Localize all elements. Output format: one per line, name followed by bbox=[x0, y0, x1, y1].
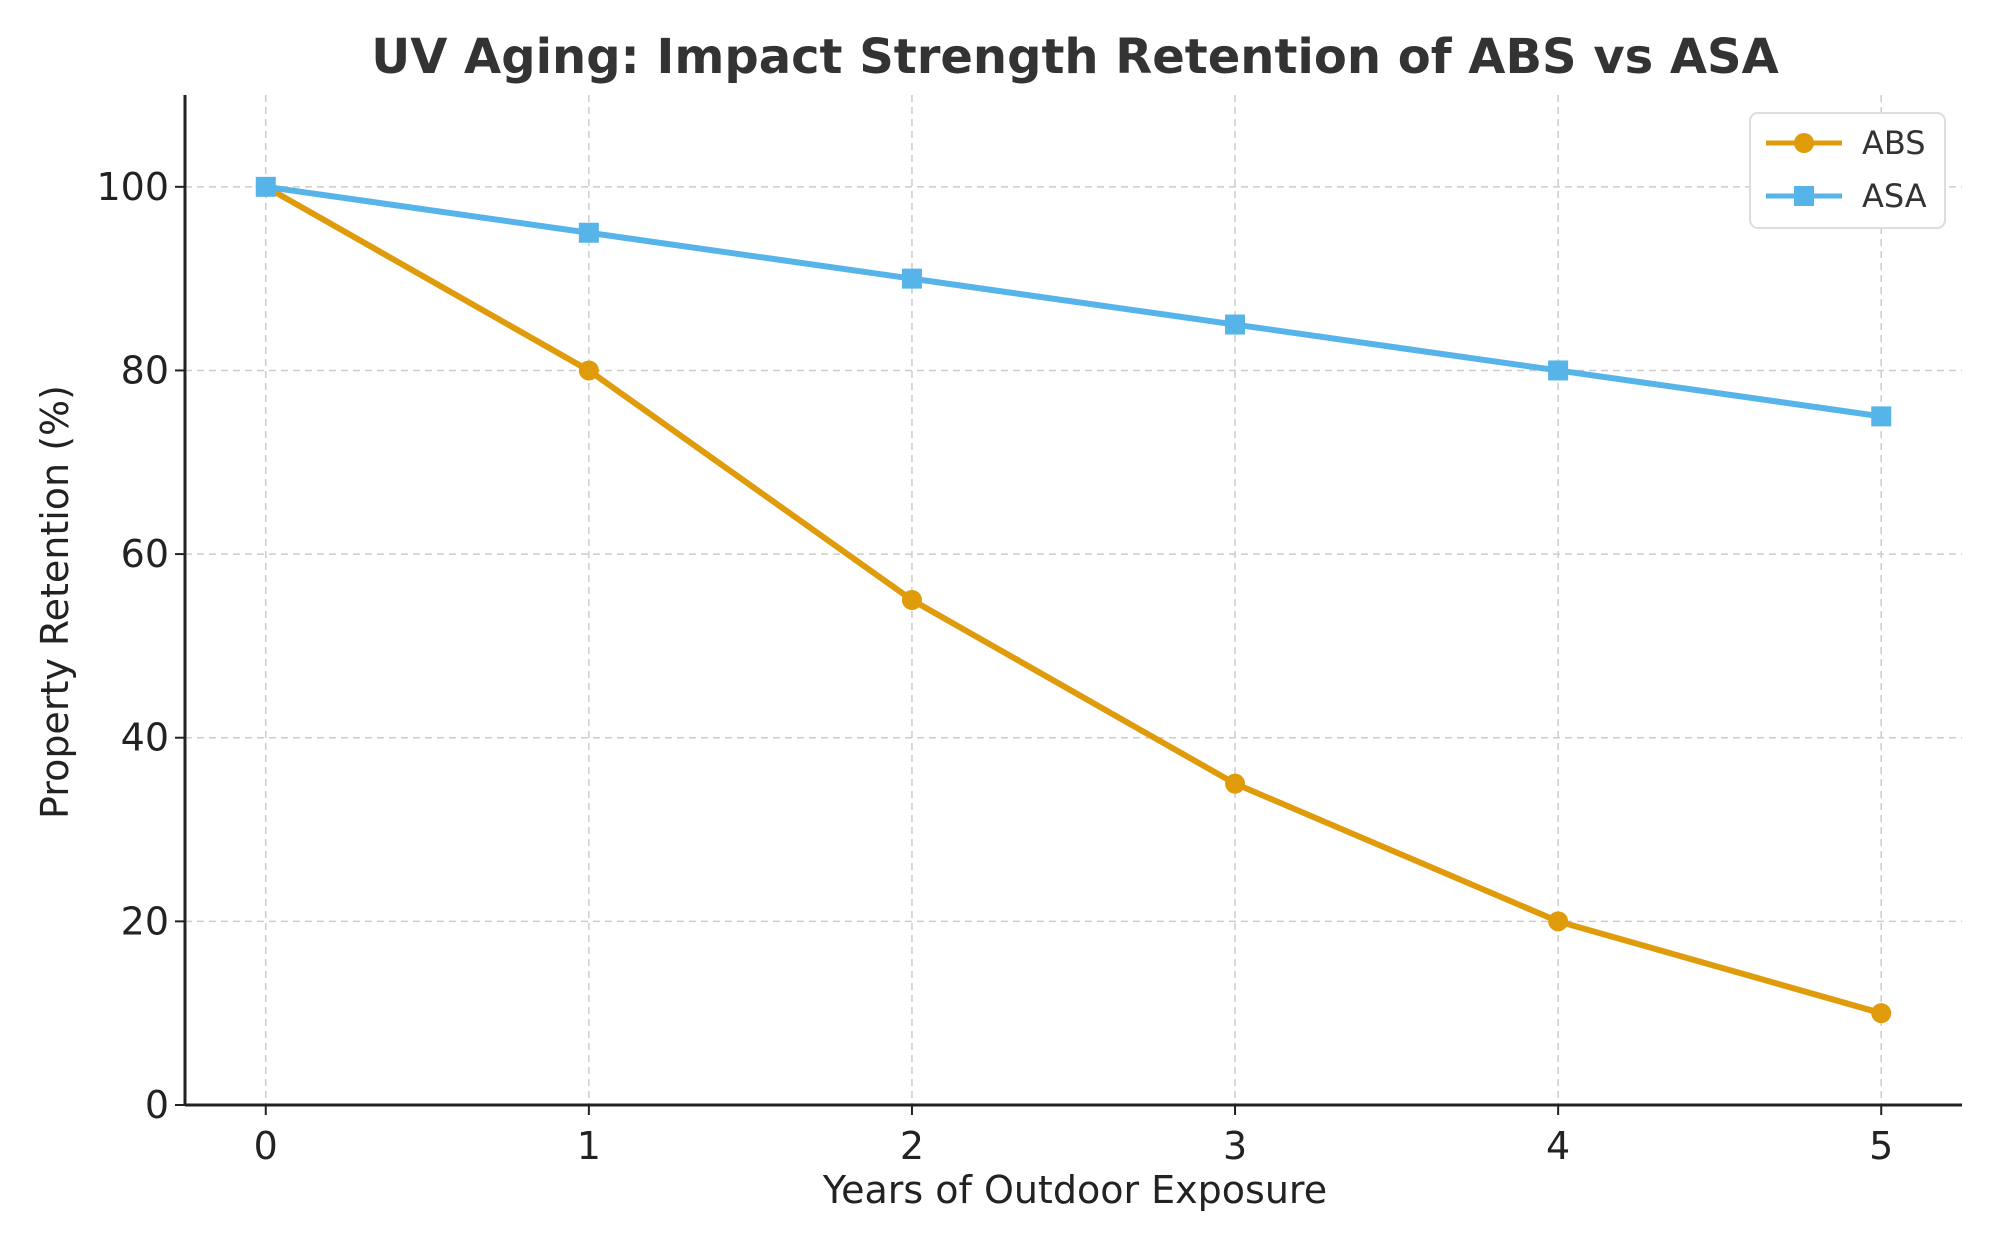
data-point-abs bbox=[1548, 911, 1569, 932]
x-tick-label: 1 bbox=[577, 1124, 601, 1168]
y-tick-label: 80 bbox=[121, 348, 169, 392]
chart-title: UV Aging: Impact Strength Retention of A… bbox=[371, 29, 1779, 85]
data-point-abs bbox=[1871, 1003, 1892, 1024]
axes bbox=[175, 95, 1962, 1115]
x-tick-label: 5 bbox=[1869, 1124, 1893, 1168]
data-point-asa bbox=[901, 268, 922, 289]
x-axis-label: Years of Outdoor Exposure bbox=[822, 1168, 1327, 1212]
data-point-abs bbox=[578, 360, 599, 381]
y-tick-label: 0 bbox=[145, 1083, 169, 1127]
data-point-asa bbox=[578, 222, 599, 243]
series-line-abs bbox=[264, 184, 1883, 1017]
y-tick-label: 40 bbox=[121, 716, 169, 760]
series bbox=[255, 176, 1892, 1024]
data-point-asa bbox=[255, 176, 276, 197]
series-line-asa bbox=[265, 183, 1882, 420]
y-tick-label: 100 bbox=[96, 165, 169, 209]
x-tick-label: 4 bbox=[1546, 1124, 1570, 1168]
y-axis-label: Property Retention (%) bbox=[33, 385, 77, 819]
data-point-abs bbox=[1225, 773, 1246, 794]
legend: ABS ASA bbox=[1749, 112, 1946, 229]
tick-labels: 0 1 2 3 4 5 0 20 40 60 80 100 bbox=[96, 165, 1893, 1168]
x-tick-label: 0 bbox=[254, 1124, 278, 1168]
data-point-asa bbox=[1225, 314, 1246, 335]
y-tick-label: 60 bbox=[121, 532, 169, 576]
y-tick-label: 20 bbox=[121, 899, 169, 943]
data-point-abs bbox=[901, 590, 922, 610]
data-point-asa bbox=[1548, 360, 1569, 381]
legend-asa-label: ASA bbox=[1862, 177, 1927, 215]
legend-abs-label: ABS bbox=[1862, 124, 1926, 162]
legend-asa-marker bbox=[1794, 186, 1814, 206]
legend-abs-marker bbox=[1794, 133, 1814, 153]
x-tick-label: 2 bbox=[900, 1124, 924, 1168]
gridlines bbox=[185, 95, 1962, 1105]
data-point-asa bbox=[1871, 406, 1892, 427]
x-tick-label: 3 bbox=[1223, 1124, 1247, 1168]
